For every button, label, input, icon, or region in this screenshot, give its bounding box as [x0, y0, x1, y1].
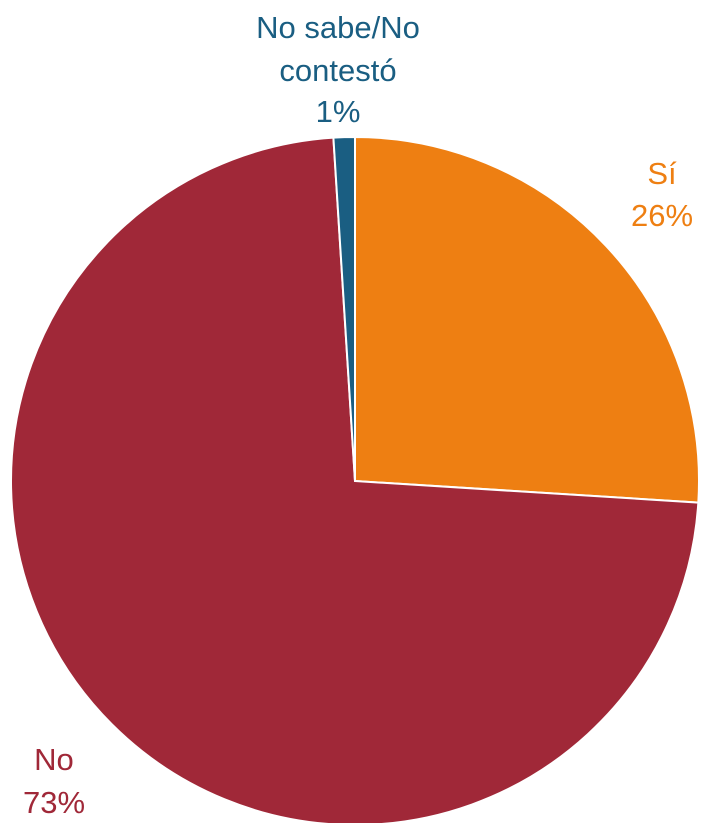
- slice-value-si-text: 26%: [631, 198, 693, 233]
- slice-label-nsnc-line2: contestó: [279, 53, 396, 88]
- slice-label-no-name: No: [34, 742, 74, 777]
- slice-value-nsnc-text: 1%: [316, 94, 361, 129]
- slice-value-no-text: 73%: [23, 785, 85, 820]
- slice-label-si: Sí: [647, 156, 677, 191]
- slice-label-nsnc-line1: No sabe/No: [256, 10, 420, 45]
- slice-label-nsnc-line2-text: contestó: [279, 53, 396, 88]
- pie-slice-si: [355, 137, 699, 503]
- slice-value-si: 26%: [631, 198, 693, 233]
- slice-label-si-name: Sí: [647, 156, 677, 191]
- slice-value-nsnc: 1%: [316, 94, 361, 129]
- slice-label-no: No: [34, 742, 74, 777]
- slice-value-no: 73%: [23, 785, 85, 820]
- pie-slices: [11, 137, 699, 823]
- slice-label-nsnc-line1-text: No sabe/No: [256, 10, 420, 45]
